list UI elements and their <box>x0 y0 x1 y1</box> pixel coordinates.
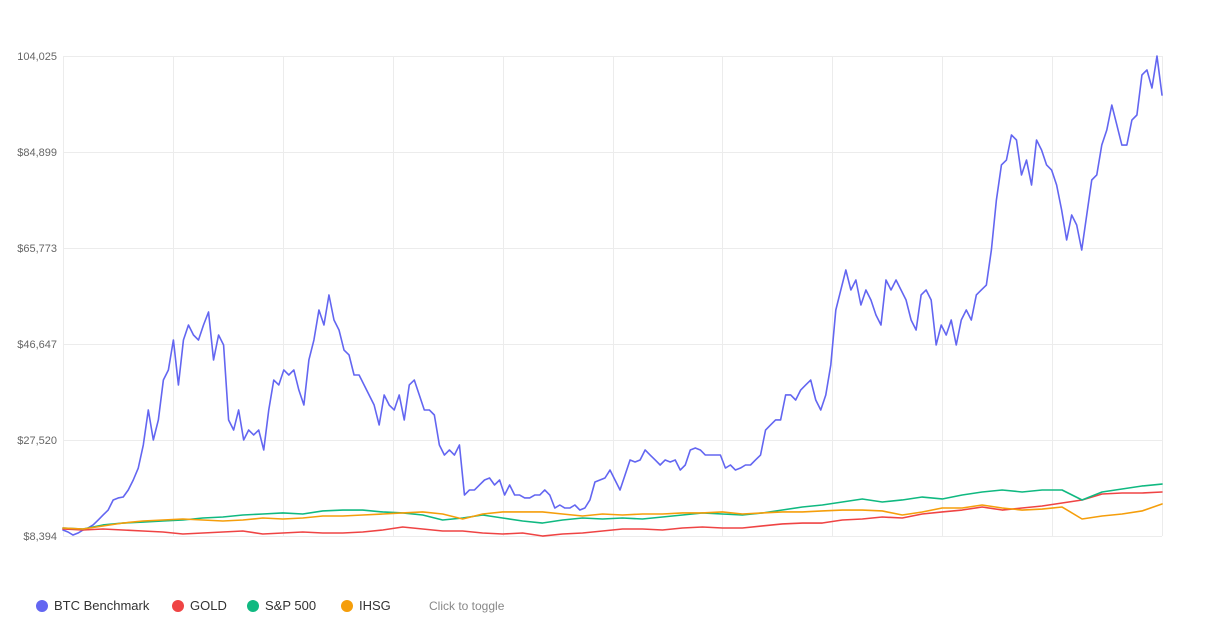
y-tick-label: $65,773 <box>17 243 57 255</box>
series-line-gold <box>62 491 1163 537</box>
y-tick-label: $84,899 <box>17 147 57 159</box>
y-tick-label: $46,647 <box>17 339 57 351</box>
legend-item-btc-benchmark[interactable]: BTC Benchmark <box>36 597 149 615</box>
grid <box>63 56 1163 537</box>
y-tick-label: $8,394 <box>23 531 57 543</box>
legend-dot-icon <box>36 600 48 612</box>
legend-item-sp-500[interactable]: S&P 500 <box>247 597 316 615</box>
legend-hint: Click to toggle <box>429 599 505 613</box>
series-line-ihsg <box>62 503 1163 530</box>
legend-label: S&P 500 <box>265 598 317 613</box>
legend-item-ihsg[interactable]: IHSG <box>341 597 391 615</box>
y-tick-label: 104,025 <box>17 51 57 63</box>
y-tick-label: $27,520 <box>17 435 57 447</box>
legend-label: GOLD <box>190 598 227 613</box>
legend-dot-icon <box>341 600 353 612</box>
series-line-sp-500 <box>62 483 1163 530</box>
legend-dot-icon <box>172 600 184 612</box>
series-lines <box>62 55 1163 537</box>
y-axis: $8,394 $27,520 $46,647 $65,773 $84,899 1… <box>17 51 57 543</box>
legend-label: BTC Benchmark <box>54 598 150 613</box>
line-chart: $8,394 $27,520 $46,647 $65,773 $84,899 1… <box>17 51 1163 543</box>
legend-dot-icon <box>247 600 259 612</box>
legend-item-gold[interactable]: GOLD <box>172 597 227 615</box>
series-line-btc-benchmark <box>62 55 1163 536</box>
legend-label: IHSG <box>359 598 391 613</box>
